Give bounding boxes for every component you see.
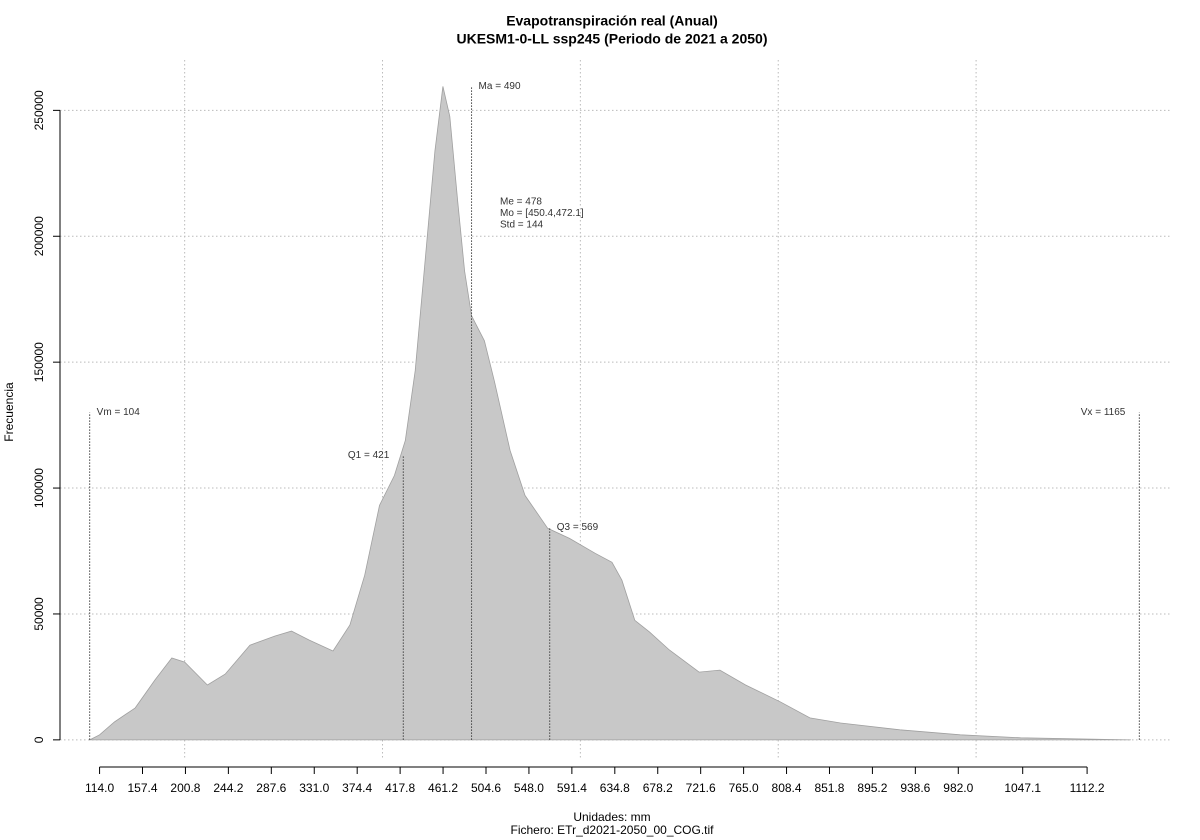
y-tick-label: 100000: [32, 468, 46, 508]
stat-label: Std = 144: [500, 220, 544, 231]
x-tick-label: 895.2: [857, 781, 887, 795]
x-tick-label: 721.6: [686, 781, 716, 795]
stat-label: Mo = [450.4,472.1]: [500, 208, 584, 219]
y-tick-label: 250000: [32, 90, 46, 130]
x-tick-label: 765.0: [729, 781, 759, 795]
x-tick-label: 548.0: [514, 781, 544, 795]
x-tick-label: 114.0: [85, 781, 114, 795]
chart-title: Evapotranspiración real (Anual): [506, 13, 718, 29]
x-tick-label: 634.8: [600, 781, 630, 795]
x-tick-label: 982.0: [943, 781, 973, 795]
marker-label: Ma = 490: [479, 81, 521, 92]
stat-label: Me = 478: [500, 197, 542, 208]
x-tick-label: 331.0: [299, 781, 329, 795]
y-tick-label: 150000: [32, 342, 46, 382]
x-tick-label: 938.6: [900, 781, 930, 795]
y-tick-label: 50000: [32, 597, 46, 631]
x-tick-label: 244.2: [213, 781, 243, 795]
y-axis-label: Frecuencia: [2, 382, 16, 442]
marker-label: Q1 = 421: [348, 450, 390, 461]
y-tick-label: 0: [32, 736, 46, 743]
marker-label: Q3 = 569: [557, 522, 599, 533]
x-tick-label: 417.8: [385, 781, 415, 795]
x-tick-label: 200.8: [170, 781, 200, 795]
x-tick-label: 1047.1: [1004, 781, 1041, 795]
x-tick-label: 678.2: [643, 781, 673, 795]
x-tick-label: 157.4: [127, 781, 157, 795]
marker-label: Vm = 104: [97, 407, 141, 418]
density-area: [89, 86, 1132, 741]
x-tick-label: 1112.2: [1070, 781, 1105, 795]
x-tick-label: 504.6: [471, 781, 501, 795]
y-tick-label: 200000: [32, 216, 46, 256]
x-tick-label: 287.6: [256, 781, 286, 795]
chart-subtitle: UKESM1-0-LL ssp245 (Periodo de 2021 a 20…: [457, 31, 768, 47]
x-axis-label: Unidades: mm: [573, 810, 650, 824]
caption: Fichero: ETr_d2021-2050_00_COG.tif: [511, 823, 715, 837]
x-tick-label: 808.4: [772, 781, 802, 795]
x-tick-label: 374.4: [342, 781, 372, 795]
x-tick-label: 461.2: [428, 781, 458, 795]
x-tick-label: 591.4: [557, 781, 587, 795]
marker-label: Vx = 1165: [1081, 407, 1126, 418]
x-tick-label: 851.8: [814, 781, 844, 795]
